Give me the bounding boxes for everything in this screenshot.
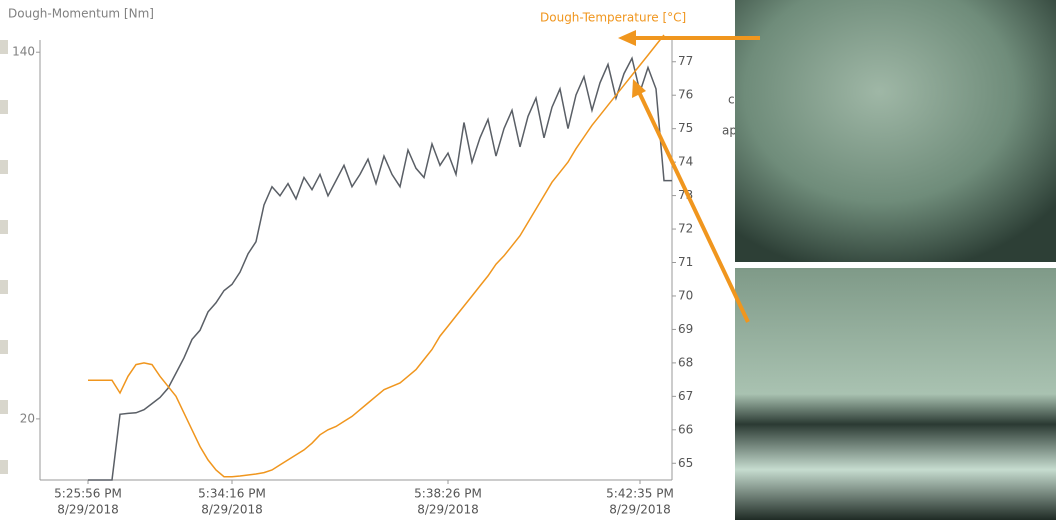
y-tick-label: 20 [20, 411, 35, 425]
series-line [88, 35, 664, 477]
x-tick-date: 8/29/2018 [57, 503, 119, 517]
y2-tick-label: 70 [678, 288, 693, 302]
series-line [88, 58, 672, 480]
y2-tick-label: 74 [678, 155, 693, 169]
y2-tick-label: 67 [678, 389, 693, 403]
y2-tick-label: 77 [678, 54, 693, 68]
y2-tick-label: 69 [678, 322, 693, 336]
x-tick-date: 8/29/2018 [417, 503, 479, 517]
y2-tick-label: 68 [678, 355, 693, 369]
page: Dough-Momentum [Nm] Dough-Temperature [°… [0, 0, 1056, 520]
x-tick-label: 5:38:26 PM [414, 487, 482, 501]
y2-tick-label: 72 [678, 222, 693, 236]
y2-tick-label: 75 [678, 121, 693, 135]
right-axis-title: Dough-Temperature [°C] [540, 11, 686, 25]
y2-tick-label: 71 [678, 255, 693, 269]
y2-tick-label: 66 [678, 422, 693, 436]
y2-tick-label: 65 [678, 456, 693, 470]
photo [735, 268, 1056, 520]
x-tick-label: 5:25:56 PM [54, 487, 122, 501]
annotation-fragment: ap [722, 124, 737, 138]
x-tick-label: 5:42:35 PM [606, 487, 674, 501]
photo [735, 0, 1056, 262]
y2-tick-label: 76 [678, 88, 693, 102]
x-tick-date: 8/29/2018 [201, 503, 263, 517]
x-tick-label: 5:34:16 PM [198, 487, 266, 501]
y-tick-label: 140 [12, 45, 35, 59]
chart: Dough-Momentum [Nm] Dough-Temperature [°… [0, 0, 1056, 520]
left-axis-title: Dough-Momentum [Nm] [8, 7, 154, 21]
annotation-fragment: c [728, 93, 735, 107]
x-tick-date: 8/29/2018 [609, 503, 671, 517]
left-strip [0, 40, 8, 474]
